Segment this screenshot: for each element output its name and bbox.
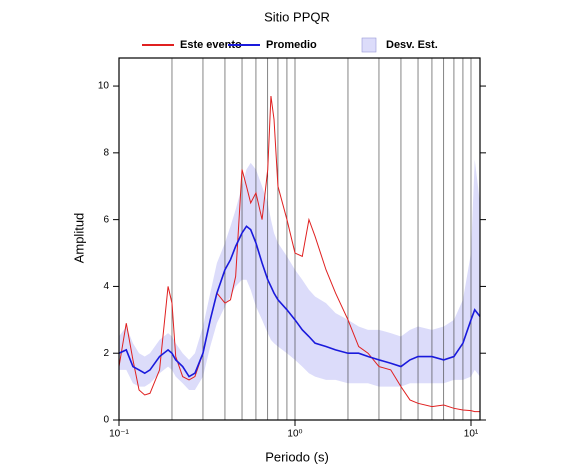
legend-swatch	[361, 37, 377, 53]
y-tick-label: 10	[98, 81, 110, 92]
y-tick-label: 4	[103, 281, 109, 292]
series-line	[118, 96, 480, 413]
chart-title: Sitio PPQR	[264, 9, 330, 24]
y-tick-label: 2	[103, 348, 109, 359]
y-tick-label: 6	[103, 214, 109, 225]
x-tick-label: 10¹	[464, 429, 479, 440]
x-tick-label: 10⁰	[287, 429, 302, 440]
x-axis-label: Periodo (s)	[265, 449, 329, 464]
series-line	[118, 225, 481, 378]
legend-label: Este evento	[180, 39, 242, 51]
legend-label: Promedio	[266, 39, 317, 51]
plot-frame	[118, 57, 481, 421]
x-tick-label: 10⁻¹	[109, 429, 129, 440]
legend-label: Desv. Est.	[386, 39, 438, 51]
y-axis-label: Amplitud	[71, 213, 86, 264]
std-band	[119, 159, 480, 390]
y-tick-label: 0	[103, 415, 109, 426]
y-tick-label: 8	[103, 147, 109, 158]
